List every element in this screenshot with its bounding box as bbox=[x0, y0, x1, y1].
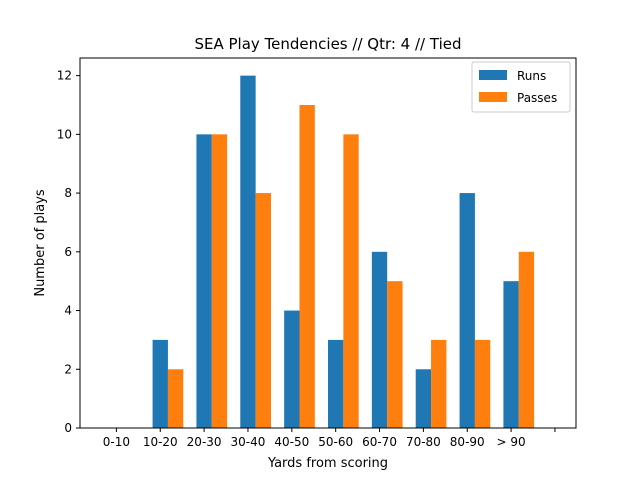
bar-passes-7 bbox=[431, 339, 447, 428]
x-tick-label-3: 30-40 bbox=[231, 435, 266, 449]
bar-runs-4 bbox=[284, 310, 300, 428]
bar-runs-6 bbox=[371, 251, 388, 428]
y-tick-label-2: 4 bbox=[64, 304, 72, 318]
y-axis-title: Number of plays bbox=[33, 189, 48, 297]
y-axis: 0 2 4 6 8 10 12 bbox=[57, 69, 80, 435]
y-tick-label-3: 6 bbox=[64, 245, 72, 259]
bar-passes-2 bbox=[211, 134, 228, 428]
bar-passes-4 bbox=[299, 104, 315, 428]
plot-frame bbox=[79, 57, 577, 429]
bar-passes-5 bbox=[343, 134, 359, 428]
y-tick-label-6: 12 bbox=[57, 69, 72, 83]
bars-layer bbox=[152, 75, 535, 429]
y-tick-label-0: 0 bbox=[64, 421, 72, 435]
bar-passes-9 bbox=[518, 251, 535, 428]
x-tick-label-7: 70-80 bbox=[406, 435, 441, 449]
bar-passes-1 bbox=[167, 369, 184, 428]
y-tick-label-5: 10 bbox=[57, 127, 72, 141]
legend-swatch-runs bbox=[479, 70, 507, 80]
x-tick-label-9: > 90 bbox=[497, 435, 526, 449]
bar-runs-5 bbox=[328, 339, 344, 428]
x-tick-label-4: 40-50 bbox=[274, 435, 309, 449]
bar-runs-3 bbox=[240, 75, 256, 429]
bar-runs-8 bbox=[459, 193, 475, 428]
bar-runs-1 bbox=[152, 339, 168, 428]
chart-title: SEA Play Tendencies // Qtr: 4 // Tied bbox=[194, 35, 461, 53]
y-tick-label-1: 2 bbox=[64, 362, 72, 376]
bar-runs-2 bbox=[196, 134, 212, 428]
legend-swatch-passes bbox=[479, 92, 507, 102]
bar-passes-6 bbox=[387, 281, 403, 428]
legend: Runs Passes bbox=[471, 61, 571, 113]
legend-label-passes: Passes bbox=[517, 91, 557, 105]
x-tick-label-0: 0-10 bbox=[103, 435, 130, 449]
bar-passes-8 bbox=[474, 339, 491, 428]
x-axis: 0-10 10-20 20-30 30-40 40-50 50-60 60-70 70-80 8… bbox=[103, 428, 556, 449]
x-axis-title: Yards from scoring bbox=[267, 456, 388, 471]
x-tick-label-5: 50-60 bbox=[318, 435, 353, 449]
bar-runs-7 bbox=[415, 369, 432, 428]
x-tick-label-2: 20-30 bbox=[187, 435, 222, 449]
bar-passes-3 bbox=[255, 193, 271, 428]
legend-label-runs: Runs bbox=[517, 69, 546, 83]
y-tick-label-4: 8 bbox=[64, 186, 72, 200]
bar-runs-9 bbox=[503, 281, 519, 428]
x-tick-label-8: 80-90 bbox=[450, 435, 485, 449]
x-tick-label-1: 10-20 bbox=[143, 435, 178, 449]
x-tick-label-6: 60-70 bbox=[362, 435, 397, 449]
